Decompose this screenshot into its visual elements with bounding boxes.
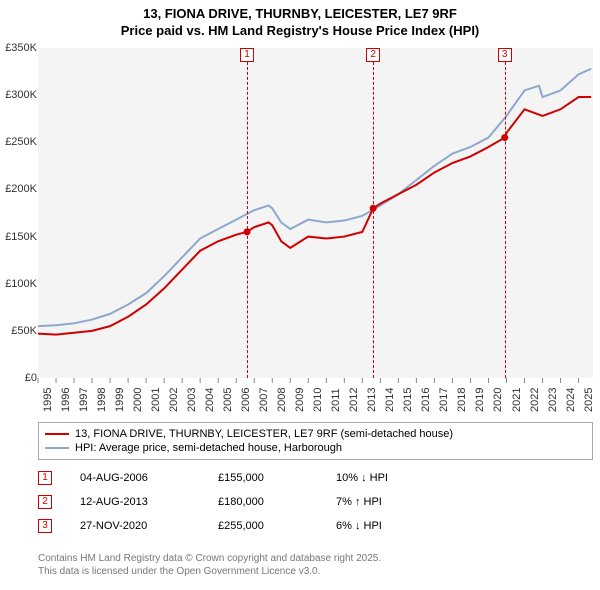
x-tick-label: 2011 (330, 388, 342, 412)
x-tick-label: 2015 (402, 388, 414, 412)
y-tick-label: £50K (11, 325, 37, 337)
marker-line (247, 62, 248, 378)
x-tick-label: 1999 (114, 388, 126, 412)
x-tick-label: 1996 (60, 388, 72, 412)
x-tick-label: 2024 (565, 388, 577, 412)
chart-container: 13, FIONA DRIVE, THURNBY, LEICESTER, LE7… (0, 0, 600, 590)
x-tick-label: 2017 (438, 388, 450, 412)
series-price_paid (38, 97, 591, 335)
x-tick-label: 1997 (78, 388, 90, 412)
summary-diff: 7% ↑ HPI (336, 496, 426, 508)
legend-swatch-price (45, 433, 69, 435)
summary-row: 1 04-AUG-2006 £155,000 10% ↓ HPI (38, 466, 593, 490)
chart-svg (38, 48, 593, 378)
y-tick-label: £150K (5, 231, 37, 243)
x-tick-label: 2018 (456, 388, 468, 412)
y-tick-label: £250K (5, 136, 37, 148)
x-tick-label: 2009 (294, 388, 306, 412)
summary-table: 1 04-AUG-2006 £155,000 10% ↓ HPI 2 12-AUG-201… (38, 466, 593, 538)
title-line-2: Price paid vs. HM Land Registry's House … (0, 23, 600, 40)
x-tick-label: 2005 (222, 388, 234, 412)
marker-line (505, 62, 506, 378)
footer-line-2: This data is licensed under the Open Gov… (38, 565, 381, 578)
summary-price: £155,000 (218, 472, 308, 484)
summary-date: 04-AUG-2006 (80, 472, 190, 484)
x-tick-label: 2013 (366, 388, 378, 412)
legend-label-hpi: HPI: Average price, semi-detached house,… (75, 442, 342, 454)
x-tick-label: 1995 (42, 388, 54, 412)
x-tick-label: 2012 (348, 388, 360, 412)
x-tick-label: 2003 (186, 388, 198, 412)
summary-diff: 6% ↓ HPI (336, 520, 426, 532)
marker-box: 2 (366, 48, 380, 62)
title-line-1: 13, FIONA DRIVE, THURNBY, LEICESTER, LE7… (0, 6, 600, 23)
summary-marker: 1 (38, 471, 52, 485)
plot-area (38, 48, 593, 378)
summary-marker: 2 (38, 495, 52, 509)
y-tick-label: £350K (5, 42, 37, 54)
summary-date: 27-NOV-2020 (80, 520, 190, 532)
marker-box: 1 (240, 48, 254, 62)
y-tick-label: £300K (5, 89, 37, 101)
y-tick-label: £200K (5, 183, 37, 195)
x-tick-label: 2014 (384, 388, 396, 412)
x-tick-label: 2000 (132, 388, 144, 412)
x-tick-label: 2010 (312, 388, 324, 412)
x-tick-label: 2023 (547, 388, 559, 412)
x-tick-label: 1998 (96, 388, 108, 412)
legend: 13, FIONA DRIVE, THURNBY, LEICESTER, LE7… (38, 422, 593, 460)
x-tick-label: 2001 (150, 388, 162, 412)
x-tick-label: 2019 (474, 388, 486, 412)
footer-line-1: Contains HM Land Registry data © Crown c… (38, 552, 381, 565)
y-tick-label: £0 (25, 372, 37, 384)
x-tick-label: 2025 (583, 388, 595, 412)
summary-date: 12-AUG-2013 (80, 496, 190, 508)
legend-swatch-hpi (45, 447, 69, 449)
x-tick-label: 2016 (420, 388, 432, 412)
footer: Contains HM Land Registry data © Crown c… (38, 552, 381, 578)
summary-price: £180,000 (218, 496, 308, 508)
x-tick-label: 2020 (492, 388, 504, 412)
legend-row-hpi: HPI: Average price, semi-detached house,… (45, 441, 586, 455)
y-tick-label: £100K (5, 278, 37, 290)
x-tick-label: 2006 (240, 388, 252, 412)
x-tick-label: 2022 (529, 388, 541, 412)
summary-row: 3 27-NOV-2020 £255,000 6% ↓ HPI (38, 514, 593, 538)
x-tick-label: 2021 (511, 388, 523, 412)
marker-line (373, 62, 374, 378)
summary-row: 2 12-AUG-2013 £180,000 7% ↑ HPI (38, 490, 593, 514)
x-tick-label: 2002 (168, 388, 180, 412)
legend-label-price: 13, FIONA DRIVE, THURNBY, LEICESTER, LE7… (75, 428, 453, 440)
summary-diff: 10% ↓ HPI (336, 472, 426, 484)
marker-box: 3 (498, 48, 512, 62)
x-tick-label: 2008 (276, 388, 288, 412)
x-tick-label: 2004 (204, 388, 216, 412)
series-hpi (38, 69, 591, 326)
summary-marker: 3 (38, 519, 52, 533)
summary-price: £255,000 (218, 520, 308, 532)
legend-row-price: 13, FIONA DRIVE, THURNBY, LEICESTER, LE7… (45, 427, 586, 441)
chart-title: 13, FIONA DRIVE, THURNBY, LEICESTER, LE7… (0, 0, 600, 40)
x-tick-label: 2007 (258, 388, 270, 412)
